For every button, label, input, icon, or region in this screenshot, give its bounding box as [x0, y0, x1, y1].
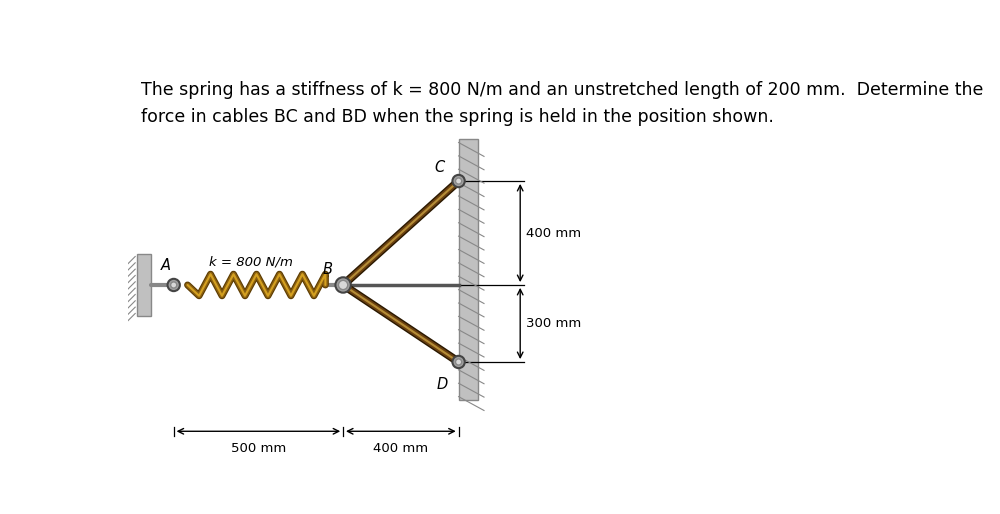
Circle shape — [168, 279, 180, 291]
Circle shape — [452, 356, 465, 368]
Circle shape — [456, 178, 462, 184]
Text: A: A — [161, 258, 171, 272]
Text: D: D — [437, 377, 448, 392]
Text: 500 mm: 500 mm — [231, 442, 286, 455]
Circle shape — [456, 359, 462, 365]
Circle shape — [452, 175, 465, 187]
Text: B: B — [323, 262, 333, 277]
Bar — [137, 254, 151, 316]
Text: k = 800 N/m: k = 800 N/m — [209, 255, 293, 268]
Text: The spring has a stiffness of k = 800 N/m and an unstretched length of 200 mm.  : The spring has a stiffness of k = 800 N/… — [141, 81, 984, 99]
Text: C: C — [434, 160, 445, 175]
Text: force in cables BC and BD when the spring is held in the position shown.: force in cables BC and BD when the sprin… — [141, 108, 774, 126]
Text: 300 mm: 300 mm — [526, 317, 582, 330]
Circle shape — [335, 277, 351, 292]
Text: 400 mm: 400 mm — [373, 442, 428, 455]
Bar — [459, 139, 478, 400]
Circle shape — [171, 282, 177, 288]
Text: 400 mm: 400 mm — [526, 227, 581, 240]
Circle shape — [338, 280, 348, 289]
